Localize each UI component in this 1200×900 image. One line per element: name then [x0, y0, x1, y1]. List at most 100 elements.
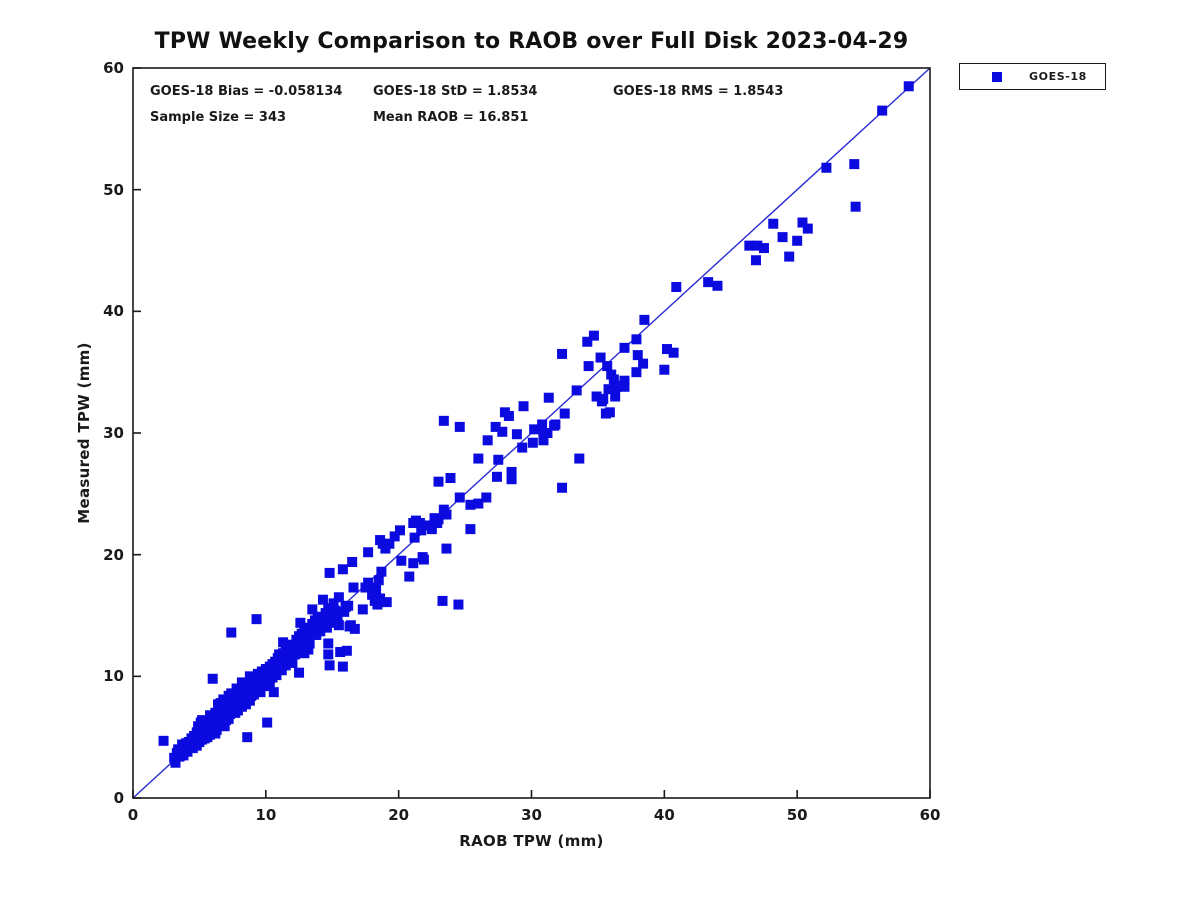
data-point — [173, 744, 184, 755]
data-point — [481, 492, 492, 503]
data-point — [323, 603, 334, 614]
x-axis-label: RAOB TPW (mm) — [459, 832, 604, 850]
data-point — [603, 384, 614, 395]
data-point — [659, 364, 670, 375]
data-point — [174, 751, 185, 762]
data-point — [849, 159, 860, 170]
data-point — [493, 454, 504, 465]
data-point — [454, 421, 465, 432]
data-point — [527, 437, 538, 448]
data-point — [328, 598, 339, 609]
data-point — [506, 474, 517, 485]
data-point — [409, 532, 420, 543]
data-point — [376, 566, 387, 577]
data-point — [595, 352, 606, 363]
data-point — [197, 715, 208, 726]
data-point — [244, 671, 255, 682]
data-point — [170, 757, 181, 768]
data-point — [329, 605, 340, 616]
data-point — [375, 535, 386, 546]
data-point — [210, 728, 221, 739]
data-point — [323, 638, 334, 649]
data-point — [473, 453, 484, 464]
data-point — [375, 593, 386, 604]
data-point — [497, 426, 508, 437]
data-point — [315, 626, 326, 637]
data-point — [538, 429, 549, 440]
data-point — [219, 721, 230, 732]
data-point — [598, 393, 609, 404]
stat-mean-raob: Mean RAOB = 16.851 — [373, 110, 529, 125]
data-point — [256, 678, 267, 689]
data-point — [372, 599, 383, 610]
data-point — [308, 623, 319, 634]
data-point — [619, 375, 630, 386]
data-point — [631, 334, 642, 345]
data-point — [381, 597, 392, 608]
data-point — [363, 547, 374, 558]
data-point — [752, 240, 763, 251]
data-point — [404, 571, 415, 582]
data-point — [347, 556, 358, 567]
data-point — [557, 482, 568, 493]
data-point — [207, 673, 218, 684]
data-point — [777, 232, 788, 243]
legend-box: GOES-18 — [959, 63, 1106, 90]
data-point — [337, 661, 348, 672]
data-point — [549, 420, 560, 431]
data-point — [491, 471, 502, 482]
data-point — [557, 348, 568, 359]
data-point — [582, 336, 593, 347]
data-point — [619, 381, 630, 392]
data-point — [333, 620, 344, 631]
data-point — [295, 617, 306, 628]
data-point — [441, 543, 452, 554]
data-point — [490, 421, 501, 432]
stat-rms: GOES-18 RMS = 1.8543 — [613, 84, 784, 99]
y-tick-label: 30 — [103, 424, 124, 442]
data-point — [632, 350, 643, 361]
data-point — [363, 577, 374, 588]
stat-bias: GOES-18 Bias = -0.058134 — [150, 84, 343, 99]
data-point — [511, 429, 522, 440]
data-point — [454, 492, 465, 503]
data-point — [529, 424, 540, 435]
data-point — [389, 531, 400, 542]
data-point — [255, 687, 266, 698]
data-point — [821, 162, 832, 173]
data-point — [231, 683, 242, 694]
data-point — [278, 637, 289, 648]
data-point — [373, 575, 384, 586]
data-point — [226, 627, 237, 638]
x-tick-label: 10 — [255, 806, 277, 824]
data-point — [418, 554, 429, 565]
data-point — [426, 524, 437, 535]
x-tick-label: 40 — [653, 806, 675, 824]
data-point — [348, 582, 359, 593]
x-tick-label: 0 — [127, 806, 139, 824]
data-point — [324, 660, 335, 671]
data-point — [408, 518, 419, 529]
data-point — [445, 473, 456, 484]
data-point — [591, 391, 602, 402]
data-point — [482, 435, 493, 446]
y-tick-label: 20 — [103, 545, 124, 564]
data-point — [668, 347, 679, 358]
data-point — [215, 698, 226, 709]
data-point — [671, 282, 682, 292]
data-point — [344, 621, 355, 632]
data-point — [268, 687, 279, 698]
data-point — [333, 592, 344, 603]
data-point — [323, 649, 334, 660]
data-point — [661, 344, 672, 355]
data-point — [298, 642, 309, 653]
data-point — [307, 604, 318, 615]
data-point — [394, 525, 405, 536]
data-point — [433, 514, 444, 525]
x-tick-label: 30 — [521, 806, 542, 824]
data-point — [287, 657, 298, 668]
y-tick-label: 50 — [103, 180, 124, 199]
y-tick-label: 10 — [103, 667, 124, 686]
